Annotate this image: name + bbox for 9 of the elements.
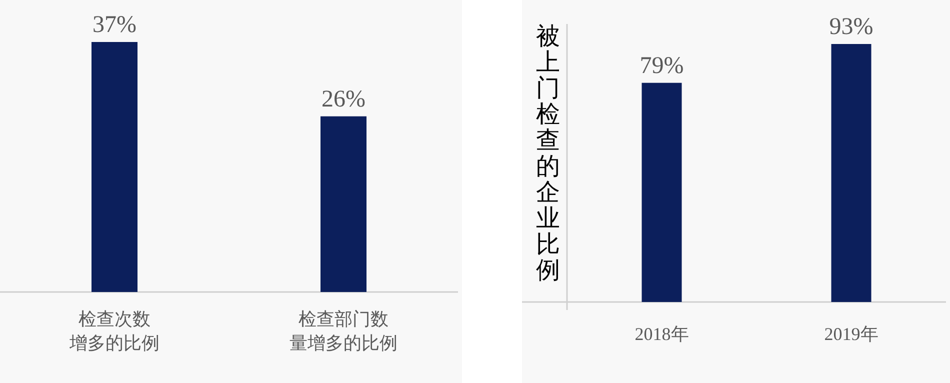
x-tick-label: 2019年 <box>824 324 878 344</box>
x-tick-label: 检查部门数量增多的比例 <box>290 309 398 353</box>
x-tick-label: 2018年 <box>634 324 689 344</box>
data-label: 93% <box>829 14 874 40</box>
text: 被上门检查的企业比例 <box>536 24 560 284</box>
data-label: 37% <box>92 12 136 38</box>
data-label: 79% <box>640 52 684 79</box>
data-label: 26% <box>322 86 366 112</box>
x-tick-label: 检查次数增多的比例 <box>68 309 160 353</box>
